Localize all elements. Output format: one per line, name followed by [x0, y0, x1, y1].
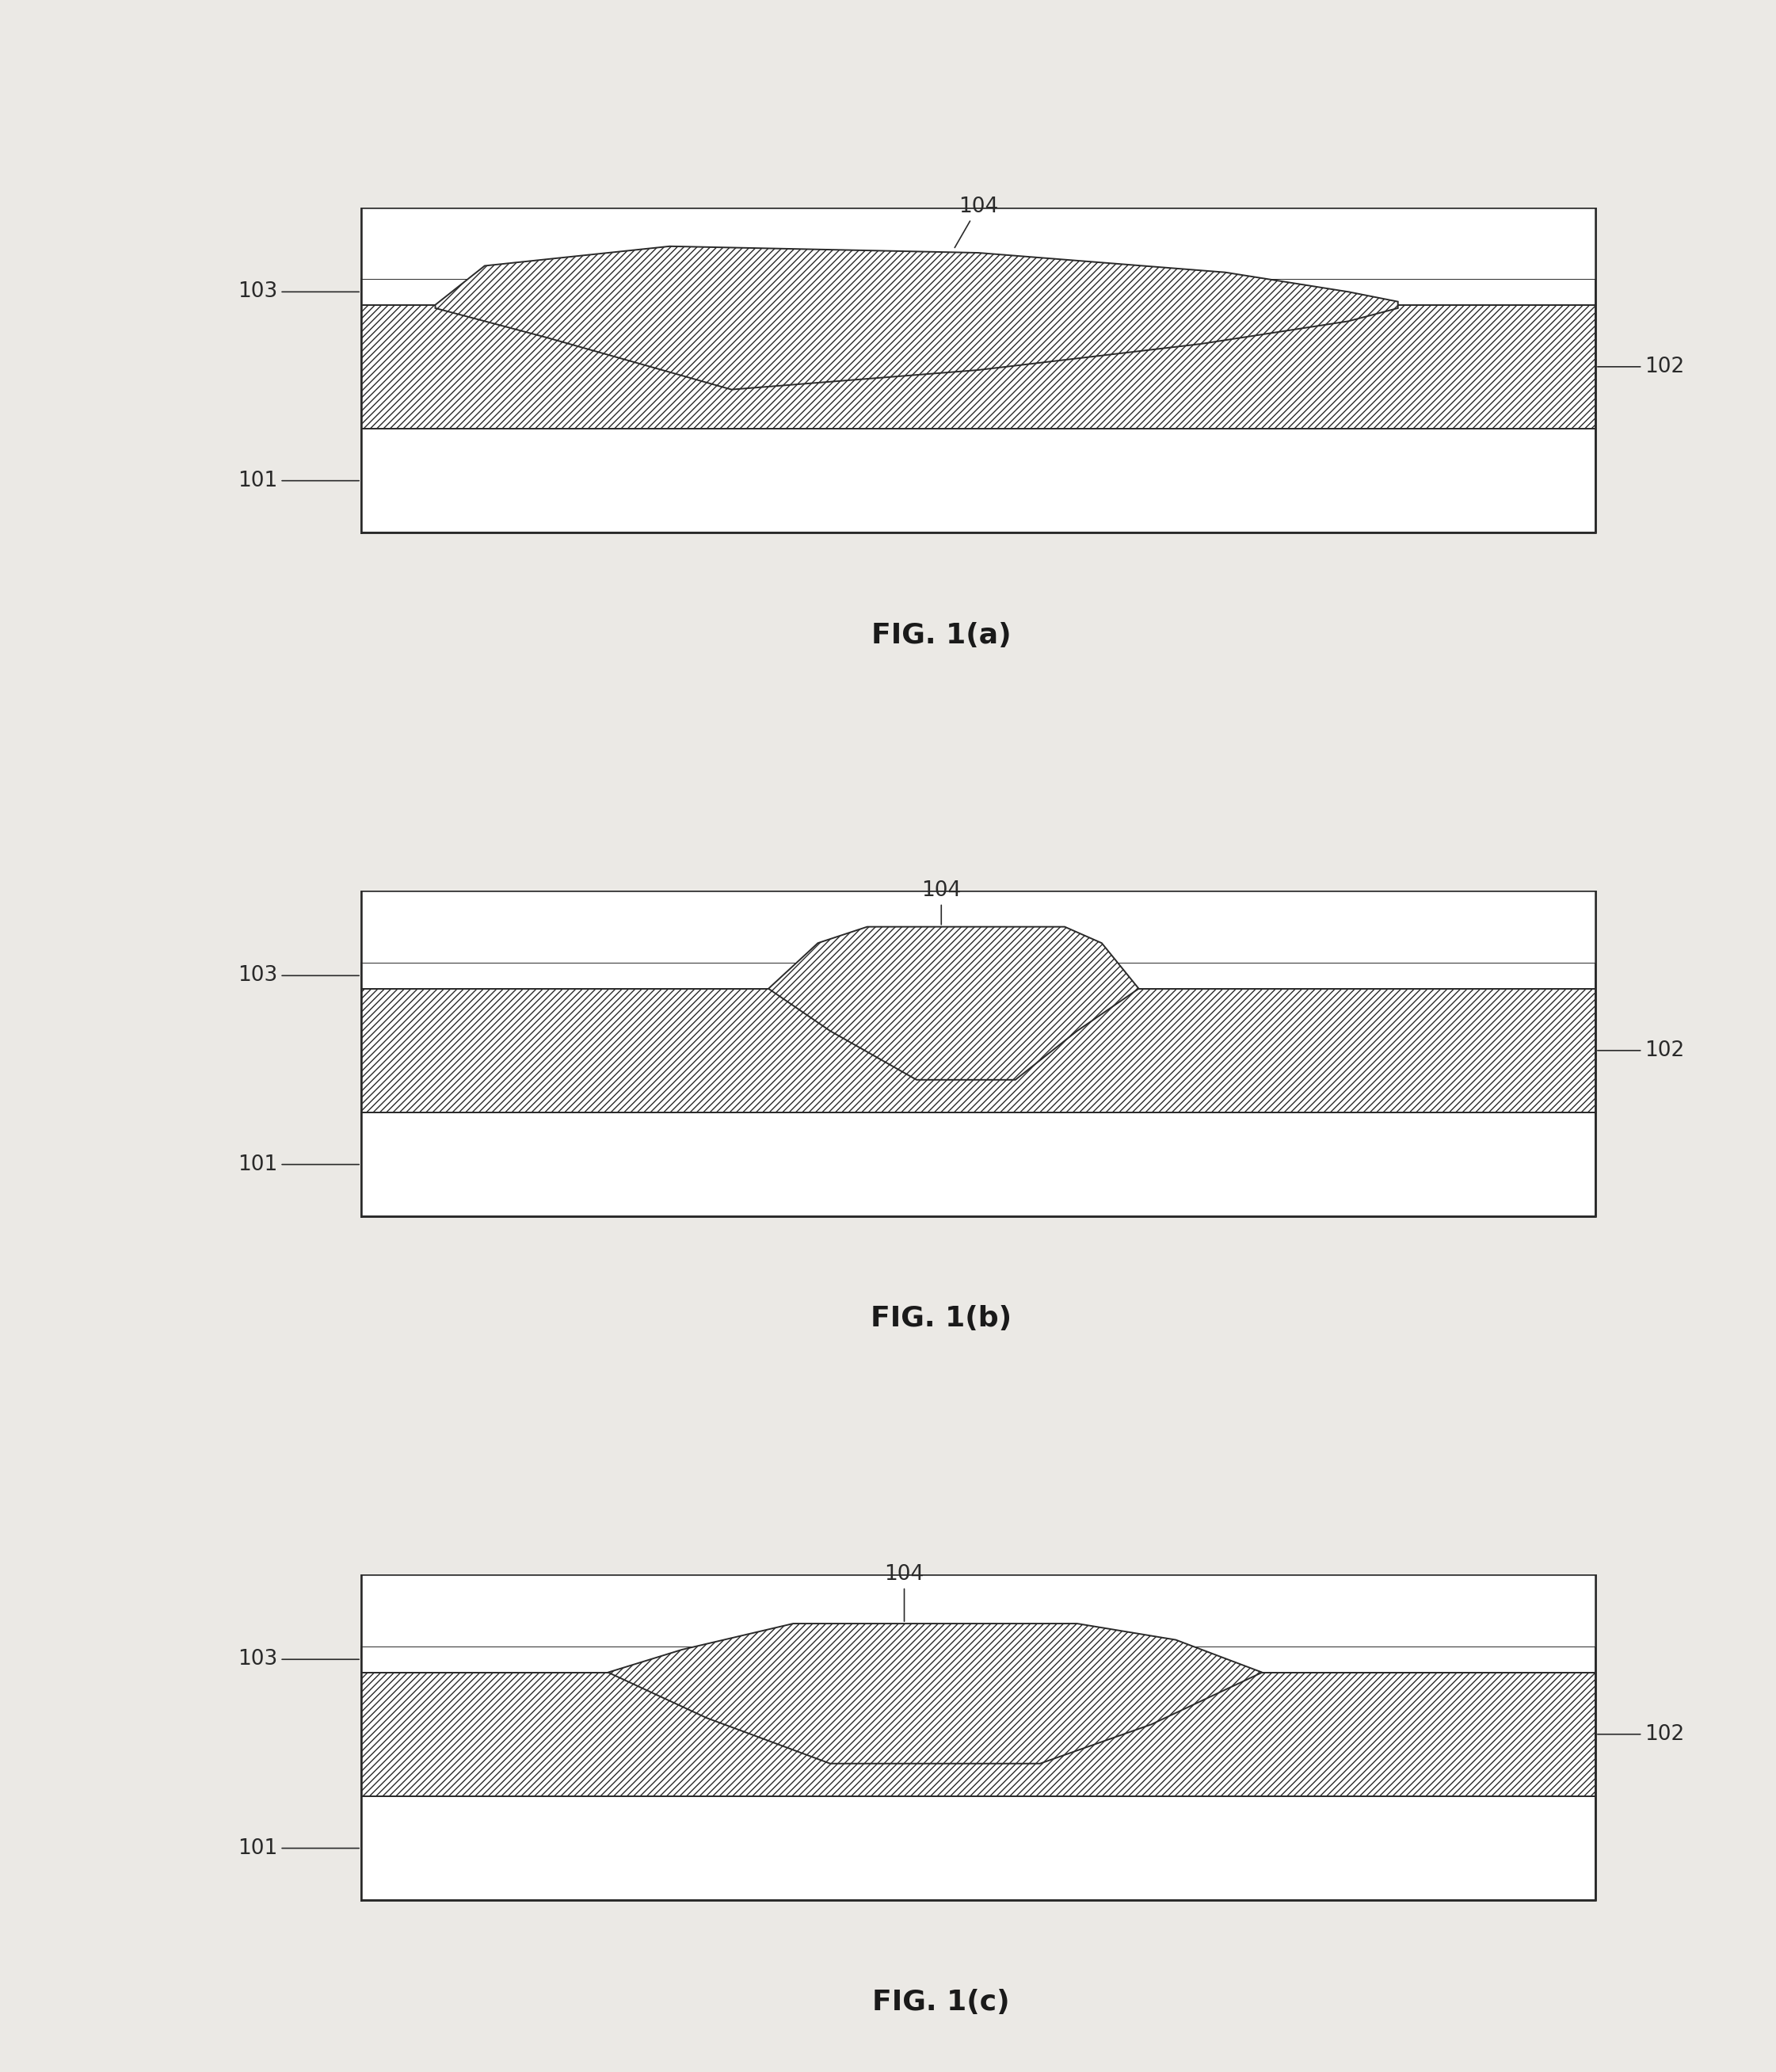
- Text: 102: 102: [1598, 1724, 1685, 1745]
- Text: FIG. 1(a): FIG. 1(a): [872, 622, 1011, 649]
- Text: 101: 101: [238, 1838, 359, 1859]
- Polygon shape: [435, 247, 1398, 390]
- Polygon shape: [361, 891, 1595, 963]
- Text: FIG. 1(b): FIG. 1(b): [870, 1305, 1012, 1332]
- Text: 102: 102: [1598, 1040, 1685, 1061]
- Polygon shape: [361, 1647, 1595, 1672]
- Text: 104: 104: [884, 1564, 924, 1622]
- Polygon shape: [361, 1575, 1595, 1647]
- Polygon shape: [361, 207, 1595, 280]
- Text: 104: 104: [955, 197, 998, 249]
- Text: 103: 103: [238, 966, 359, 986]
- Text: 102: 102: [1598, 356, 1685, 377]
- Text: 103: 103: [238, 282, 359, 303]
- Text: 101: 101: [238, 1154, 359, 1175]
- Polygon shape: [361, 1113, 1595, 1216]
- Polygon shape: [361, 429, 1595, 533]
- Text: 104: 104: [922, 881, 961, 924]
- Polygon shape: [361, 305, 1595, 429]
- Polygon shape: [361, 280, 1595, 305]
- Text: 103: 103: [238, 1649, 359, 1670]
- Polygon shape: [361, 1672, 1595, 1796]
- Polygon shape: [769, 926, 1138, 1080]
- Text: 101: 101: [238, 470, 359, 491]
- Polygon shape: [361, 963, 1595, 988]
- Polygon shape: [361, 988, 1595, 1113]
- Polygon shape: [607, 1624, 1263, 1763]
- Text: FIG. 1(c): FIG. 1(c): [872, 1989, 1011, 2016]
- Polygon shape: [361, 1796, 1595, 1900]
